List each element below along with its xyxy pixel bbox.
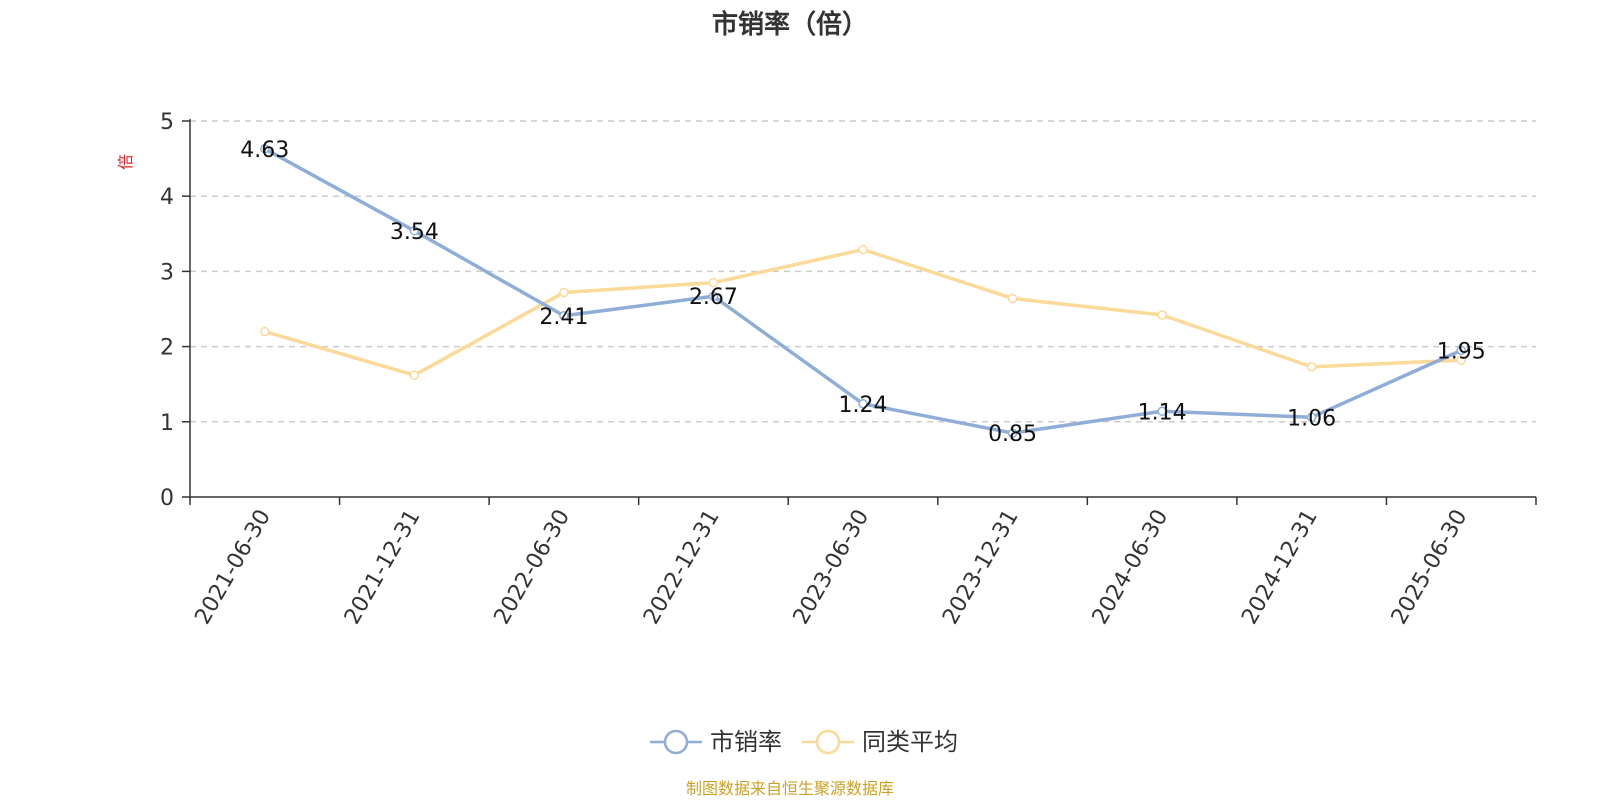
data-label: 4.63 [240,138,289,163]
x-tick-label: 2025-06-30 [1387,506,1473,629]
x-tick-label: 2021-12-31 [340,506,426,629]
y-tick-label: 0 [160,486,174,511]
y-tick-label: 1 [160,411,174,436]
data-label: 0.85 [988,422,1037,447]
data-label: 2.41 [539,305,588,330]
series-line [263,247,1463,377]
chart-title: 市销率（倍） [712,9,868,40]
x-tick-label: 2022-12-31 [639,506,725,629]
data-label: 3.54 [390,220,439,245]
data-point [409,226,420,236]
data-label-layer: 4.63 3.54 2.41 2.67 1.24 0.85 1.14 1.06 1.95 [240,138,1485,447]
grid-layer [190,120,1536,423]
data-point [260,326,270,337]
data-point [708,277,719,288]
series-layer [260,144,1466,438]
data-point [1157,310,1167,320]
data-label: 1.06 [1287,406,1336,431]
axis-layer: 0 1 2 3 4 5 2021-06-30 2021-12-31 2022-06-30 2022… [160,110,1537,629]
x-tick-label: 2021-06-30 [190,506,276,629]
data-point [858,244,868,255]
data-point [409,370,420,380]
y-axis-label: 倍 [116,154,135,170]
x-tick-label: 2024-12-31 [1237,506,1323,629]
source-note: 制图数据来自恒生聚源数据库 [686,779,894,798]
y-tick-label: 3 [160,260,174,285]
legend: 市销率 同类平均 [650,728,958,756]
data-point [559,311,569,321]
data-point [1306,412,1317,423]
data-point [1306,362,1317,372]
data-point [708,291,719,301]
series-line [263,147,1463,435]
y-tick-label: 5 [160,110,174,135]
y-tick-label: 2 [160,336,174,361]
legend-label: 市销率 [710,728,782,756]
data-label: 1.24 [839,393,888,418]
legend-label: 同类平均 [862,728,958,756]
x-tick-label: 2022-06-30 [490,506,576,629]
data-point [1007,293,1018,304]
data-point [1007,428,1018,438]
data-point [559,287,569,298]
data-point [1157,406,1167,417]
x-tick-label: 2023-06-30 [789,506,875,629]
y-tick-label: 4 [160,185,174,210]
x-tick-label: 2024-06-30 [1088,506,1174,629]
data-point [260,144,270,154]
data-point [858,399,868,409]
legend-marker [815,729,841,755]
data-point [1456,355,1466,365]
data-label: 1.14 [1138,400,1187,425]
legend-marker [663,729,689,755]
data-point [1456,345,1466,356]
data-label: 1.95 [1437,339,1486,364]
x-tick-label: 2023-12-31 [938,506,1024,629]
data-label: 2.67 [689,285,738,310]
